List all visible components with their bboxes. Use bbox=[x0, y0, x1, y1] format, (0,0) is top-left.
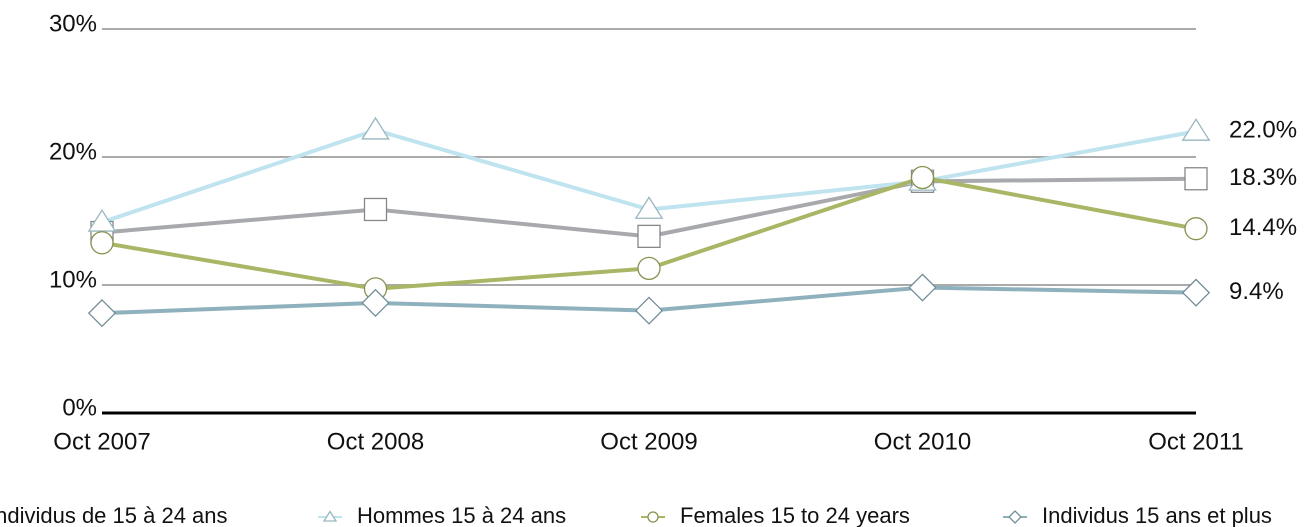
legend-label: Individus de 15 à 24 ans bbox=[0, 503, 228, 527]
data-point bbox=[637, 224, 661, 249]
y-tick-label: 0% bbox=[62, 394, 97, 421]
x-tick-label: Oct 2010 bbox=[874, 428, 971, 455]
legend-marker bbox=[322, 510, 338, 522]
data-point bbox=[1184, 217, 1208, 241]
data-point bbox=[1181, 118, 1211, 141]
data-point bbox=[363, 197, 388, 222]
y-tick-label: 20% bbox=[49, 138, 97, 165]
data-point bbox=[90, 231, 114, 255]
data-label: 14.4% bbox=[1229, 214, 1297, 241]
legend-label: Individus 15 ans et plus bbox=[1042, 503, 1272, 527]
data-label: 18.3% bbox=[1229, 164, 1297, 191]
data-point bbox=[908, 273, 937, 302]
data-point bbox=[1184, 167, 1208, 191]
data-point bbox=[634, 296, 664, 325]
x-tick-label: Oct 2011 bbox=[1148, 428, 1244, 455]
x-tick-label: Oct 2009 bbox=[600, 428, 697, 455]
data-point bbox=[637, 256, 661, 281]
data-point bbox=[361, 288, 390, 318]
y-tick-label: 30% bbox=[49, 10, 97, 37]
x-tick-label: Oct 2008 bbox=[327, 428, 424, 455]
data-label: 22.0% bbox=[1229, 117, 1297, 144]
legend-label: Females 15 to 24 years bbox=[680, 503, 910, 527]
legend-marker bbox=[1008, 510, 1022, 524]
x-tick-label: Oct 2007 bbox=[53, 428, 150, 455]
data-point bbox=[87, 299, 117, 328]
legend-marker bbox=[647, 511, 659, 523]
y-tick-label: 10% bbox=[49, 266, 97, 293]
data-label: 9.4% bbox=[1229, 278, 1284, 305]
data-point bbox=[910, 165, 935, 190]
legend-label: Hommes 15 à 24 ans bbox=[357, 503, 566, 527]
data-point bbox=[634, 196, 664, 219]
data-point bbox=[87, 208, 117, 232]
data-point bbox=[361, 116, 390, 140]
data-point bbox=[1181, 278, 1211, 307]
